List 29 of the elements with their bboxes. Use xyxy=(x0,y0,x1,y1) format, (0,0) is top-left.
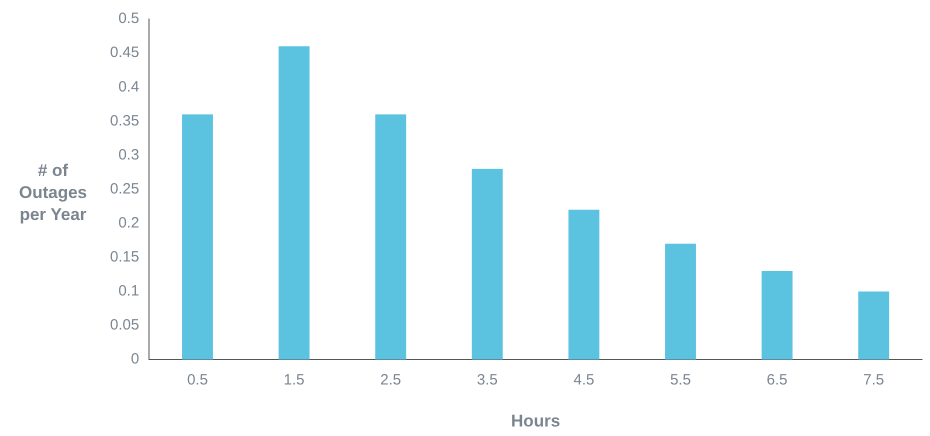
x-tick-label: 2.5 xyxy=(380,372,402,389)
y-tick-label: 0.3 xyxy=(118,146,140,164)
x-tick-label: 1.5 xyxy=(284,372,305,389)
bar xyxy=(472,168,503,360)
bar xyxy=(665,244,696,360)
x-axis-title: Hours xyxy=(511,411,560,430)
bar xyxy=(375,114,406,360)
x-tick-label: 6.5 xyxy=(766,372,788,389)
y-tick-label: 0.1 xyxy=(118,282,140,300)
y-tick-label: 0.05 xyxy=(110,316,140,334)
y-tick-label: 0.15 xyxy=(110,248,140,266)
x-tick-label: 0.5 xyxy=(187,372,208,389)
bar xyxy=(762,271,793,360)
x-tick-label: 5.5 xyxy=(670,372,691,389)
x-tick-label: 3.5 xyxy=(476,372,498,389)
y-tick-label: 0.2 xyxy=(118,214,140,232)
y-axis-title: # of Outages per Year xyxy=(18,160,88,226)
y-tick-label: 0.5 xyxy=(118,10,140,28)
bar xyxy=(278,46,310,360)
x-tick-label: 4.5 xyxy=(573,372,594,389)
bar xyxy=(858,291,890,360)
y-tick-label: 0 xyxy=(130,350,140,368)
y-tick-label: 0.25 xyxy=(110,180,140,198)
x-tick-label: 7.5 xyxy=(863,372,884,389)
bar xyxy=(182,114,213,360)
y-tick-label: 0.45 xyxy=(110,44,140,62)
bar xyxy=(568,210,600,360)
y-tick-label: 0.4 xyxy=(118,78,140,96)
y-tick-label: 0.35 xyxy=(110,112,140,130)
